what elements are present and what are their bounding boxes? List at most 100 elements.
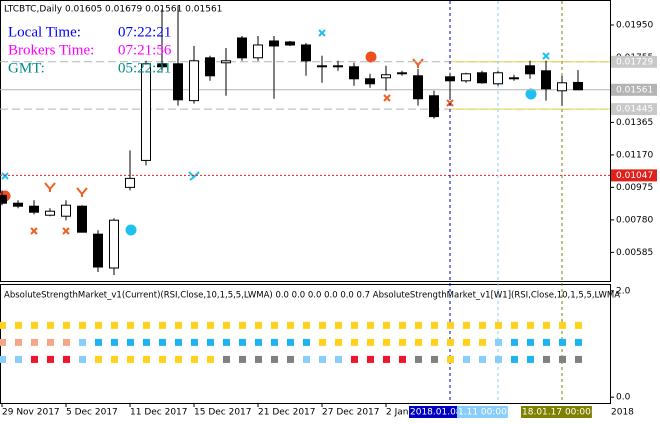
strength-square [351,321,358,329]
strength-square [0,338,6,346]
candle-body [77,205,87,233]
strength-square [63,355,70,363]
signal [525,88,537,100]
strength-square [223,321,230,329]
strength-square [447,338,454,346]
strength-square [575,355,582,363]
price-label-box [611,55,657,68]
strength-square [143,321,150,329]
time-marker-box [521,406,592,418]
time-marker-label: 18.01.17 00:00 [522,408,591,418]
candle-body [525,65,535,75]
info-value: 07:21:56 [118,42,172,58]
strength-square [31,338,38,346]
candle-body [541,70,551,90]
strength-square [79,321,86,329]
candle-body [301,44,311,62]
strength-square [239,321,246,329]
x-edge-label: 2018 [611,408,634,418]
x-tick-label: 15 Dec 2017 [194,408,252,418]
strength-square [351,338,358,346]
candle-body [205,57,215,77]
strength-square [415,355,422,363]
strength-square [511,355,518,363]
strength-square [255,321,262,329]
strength-square [143,355,150,363]
strength-square [543,321,550,329]
strength-square [287,355,294,363]
y-tick-label: 0.00975 [616,183,653,193]
strength-square [527,321,534,329]
price-label-box [611,83,657,96]
price-label-box [611,169,657,182]
signals [0,29,550,236]
strength-square [383,338,390,346]
strength-square [495,321,502,329]
candle-body [349,66,359,80]
strength-square [95,321,102,329]
x-tick-label: 27 Dec 2017 [322,408,380,418]
candle-body [29,205,39,213]
candle-body [13,202,23,207]
candle-body [365,78,375,85]
strength-square [175,321,182,329]
strength-square [95,338,102,346]
time-marker-label: 1.11 00:00 [458,408,507,418]
info-label: Local Time: [8,24,81,40]
strength-square [287,338,294,346]
info-value: 07:22:21 [118,24,171,40]
strength-square [463,355,470,363]
strength-square [143,338,150,346]
candle-body [109,219,119,269]
strength-square [511,321,518,329]
strength-square [255,338,262,346]
strength-square [271,338,278,346]
strength-square [479,321,486,329]
candle-body [477,72,487,84]
strength-square [159,321,166,329]
strength-square [223,338,230,346]
strength-square [63,321,70,329]
candle-body [413,75,423,100]
strength-square [159,338,166,346]
signal [188,171,200,181]
strength-square [575,321,582,329]
strength-square [175,338,182,346]
strength-square [399,355,406,363]
strength-square [559,321,566,329]
strength-square [207,321,214,329]
indicator-title: AbsoluteStrengthMarket_v1(Current)(RSI,C… [4,291,620,301]
info-value: 05:22:21 [118,60,171,76]
y-tick-label: 2.0 [616,286,631,296]
x-tick-label: 5 Dec 2017 [66,408,118,418]
time-marker-box [457,406,508,418]
strength-square [399,321,406,329]
strength-square [319,321,326,329]
strength-square [431,321,438,329]
strength-square [367,355,374,363]
strength-square [31,321,38,329]
strength-square [335,338,342,346]
signal [365,51,377,63]
strength-square [239,338,246,346]
candle-body [189,60,199,102]
candle-body [221,60,231,64]
strength-square [191,338,198,346]
strength-square [0,355,6,363]
strength-square [383,321,390,329]
strength-square [431,355,438,363]
y-tick-label: 0.00585 [616,248,653,258]
y-tick-label: 0.01950 [616,20,653,30]
candle-body [125,177,135,188]
strength-square [527,338,534,346]
strength-square [367,338,374,346]
price-label: 0.01445 [616,105,653,115]
strength-square [383,355,390,363]
candle-body [557,82,567,92]
candle-body [141,63,151,161]
price-label: 0.01047 [616,171,653,181]
candle-body [493,72,503,85]
candle-body [429,95,439,118]
strength-square [15,338,22,346]
